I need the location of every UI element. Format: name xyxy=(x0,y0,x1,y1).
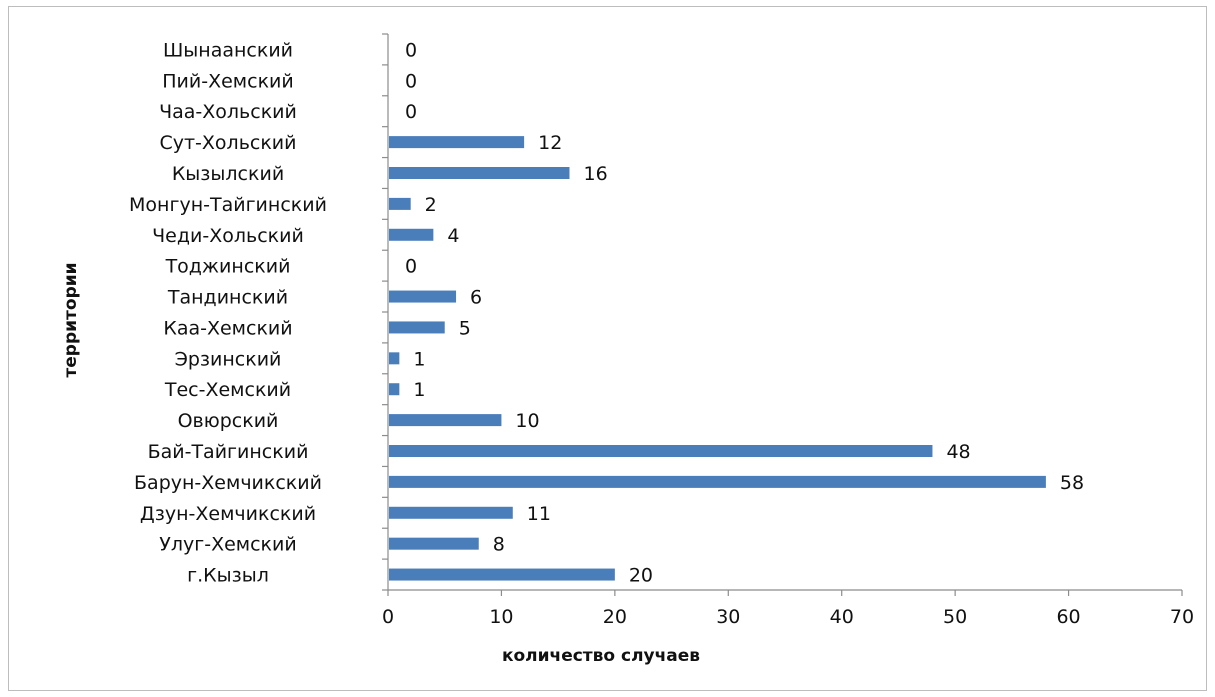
bar xyxy=(389,568,615,581)
category-label: Чаа-Хольский xyxy=(159,101,297,123)
chart-bars xyxy=(389,136,1046,581)
bar xyxy=(389,414,502,427)
data-label: 4 xyxy=(447,225,459,247)
category-label: Монгун-Тайгинский xyxy=(129,194,327,216)
data-label: 12 xyxy=(538,132,562,154)
data-label: 8 xyxy=(493,534,505,556)
data-label: 0 xyxy=(405,256,417,278)
x-axis-title: количество случаев xyxy=(502,646,700,666)
x-tick-label: 0 xyxy=(382,606,394,628)
category-label: Сут-Хольский xyxy=(159,132,296,154)
bar xyxy=(389,228,434,241)
bar xyxy=(389,321,445,334)
category-label: Барун-Хемчикский xyxy=(134,472,322,494)
category-label: Каа-Хемский xyxy=(163,317,292,339)
bar xyxy=(389,167,570,179)
data-label: 1 xyxy=(413,379,425,401)
x-tick-labels: 0 10 20 30 40 50 60 70 xyxy=(382,606,1194,628)
x-tick-label: 70 xyxy=(1170,606,1194,628)
data-label: 1 xyxy=(413,348,425,370)
bar xyxy=(389,197,411,210)
data-label: 5 xyxy=(459,317,471,339)
x-tick-label: 40 xyxy=(830,606,854,628)
chart-frame: Шынаанский Пий-Хемский Чаа-Хольский Сут-Хол… xyxy=(8,6,1207,691)
data-label: 0 xyxy=(405,39,417,61)
bar xyxy=(389,352,400,365)
category-label: Овюрский xyxy=(178,410,279,432)
data-label: 0 xyxy=(405,70,417,92)
x-tick-label: 20 xyxy=(603,606,627,628)
data-label: 20 xyxy=(629,565,653,587)
category-label: Пий-Хемский xyxy=(162,70,294,92)
bar xyxy=(389,383,400,396)
bar xyxy=(389,290,457,303)
bar xyxy=(389,445,933,457)
bar xyxy=(389,537,479,550)
data-label: 6 xyxy=(470,287,482,309)
y-axis-title: территории xyxy=(61,262,81,377)
category-label: г.Кызыл xyxy=(187,565,269,587)
category-label: Эрзинский xyxy=(175,348,282,370)
data-label: 2 xyxy=(425,194,437,216)
bar xyxy=(389,506,513,519)
data-label: 0 xyxy=(405,101,417,123)
bar-chart: Шынаанский Пий-Хемский Чаа-Хольский Сут-Хол… xyxy=(61,33,1194,666)
category-label: Улуг-Хемский xyxy=(159,534,296,556)
category-label: Бай-Тайгинский xyxy=(148,441,309,463)
data-label: 48 xyxy=(946,441,970,463)
data-label: 16 xyxy=(583,163,607,185)
chart-axes xyxy=(382,33,1183,596)
data-label: 10 xyxy=(515,410,539,432)
category-label: Кызылский xyxy=(172,163,284,185)
category-label: Шынаанский xyxy=(163,39,293,61)
x-tick-label: 50 xyxy=(943,606,967,628)
category-label: Тандинский xyxy=(167,287,288,309)
bar xyxy=(389,136,525,149)
category-labels: Шынаанский Пий-Хемский Чаа-Хольский Сут-Хол… xyxy=(129,39,327,586)
bar xyxy=(389,475,1046,488)
category-label: Тес-Хемский xyxy=(164,379,291,401)
data-label: 11 xyxy=(527,503,551,525)
x-tick-label: 60 xyxy=(1056,606,1080,628)
x-tick-label: 30 xyxy=(716,606,740,628)
category-label: Чеди-Хольский xyxy=(152,225,304,247)
category-label: Дзун-Хемчикский xyxy=(140,503,316,525)
data-label: 58 xyxy=(1060,472,1084,494)
category-label: Тоджинский xyxy=(165,256,291,278)
x-tick-label: 10 xyxy=(489,606,513,628)
